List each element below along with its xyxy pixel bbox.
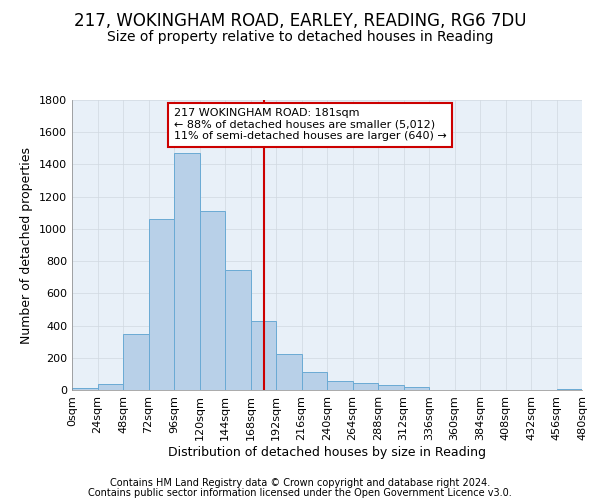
Text: 217, WOKINGHAM ROAD, EARLEY, READING, RG6 7DU: 217, WOKINGHAM ROAD, EARLEY, READING, RG… — [74, 12, 526, 30]
Bar — [123, 334, 149, 390]
Bar — [404, 387, 429, 390]
Bar — [174, 153, 199, 390]
Bar — [353, 383, 378, 390]
Bar — [557, 389, 582, 390]
Text: Contains HM Land Registry data © Crown copyright and database right 2024.: Contains HM Land Registry data © Crown c… — [110, 478, 490, 488]
Bar — [199, 211, 225, 390]
Bar — [97, 384, 123, 390]
Bar — [225, 270, 251, 390]
Bar — [72, 388, 97, 390]
Y-axis label: Number of detached properties: Number of detached properties — [20, 146, 34, 344]
Bar — [302, 372, 327, 390]
X-axis label: Distribution of detached houses by size in Reading: Distribution of detached houses by size … — [168, 446, 486, 458]
Text: Size of property relative to detached houses in Reading: Size of property relative to detached ho… — [107, 30, 493, 44]
Bar — [276, 354, 302, 390]
Text: 217 WOKINGHAM ROAD: 181sqm
← 88% of detached houses are smaller (5,012)
11% of s: 217 WOKINGHAM ROAD: 181sqm ← 88% of deta… — [174, 108, 447, 142]
Bar — [251, 320, 276, 390]
Bar — [378, 385, 404, 390]
Bar — [149, 219, 174, 390]
Bar — [327, 381, 353, 390]
Text: Contains public sector information licensed under the Open Government Licence v3: Contains public sector information licen… — [88, 488, 512, 498]
